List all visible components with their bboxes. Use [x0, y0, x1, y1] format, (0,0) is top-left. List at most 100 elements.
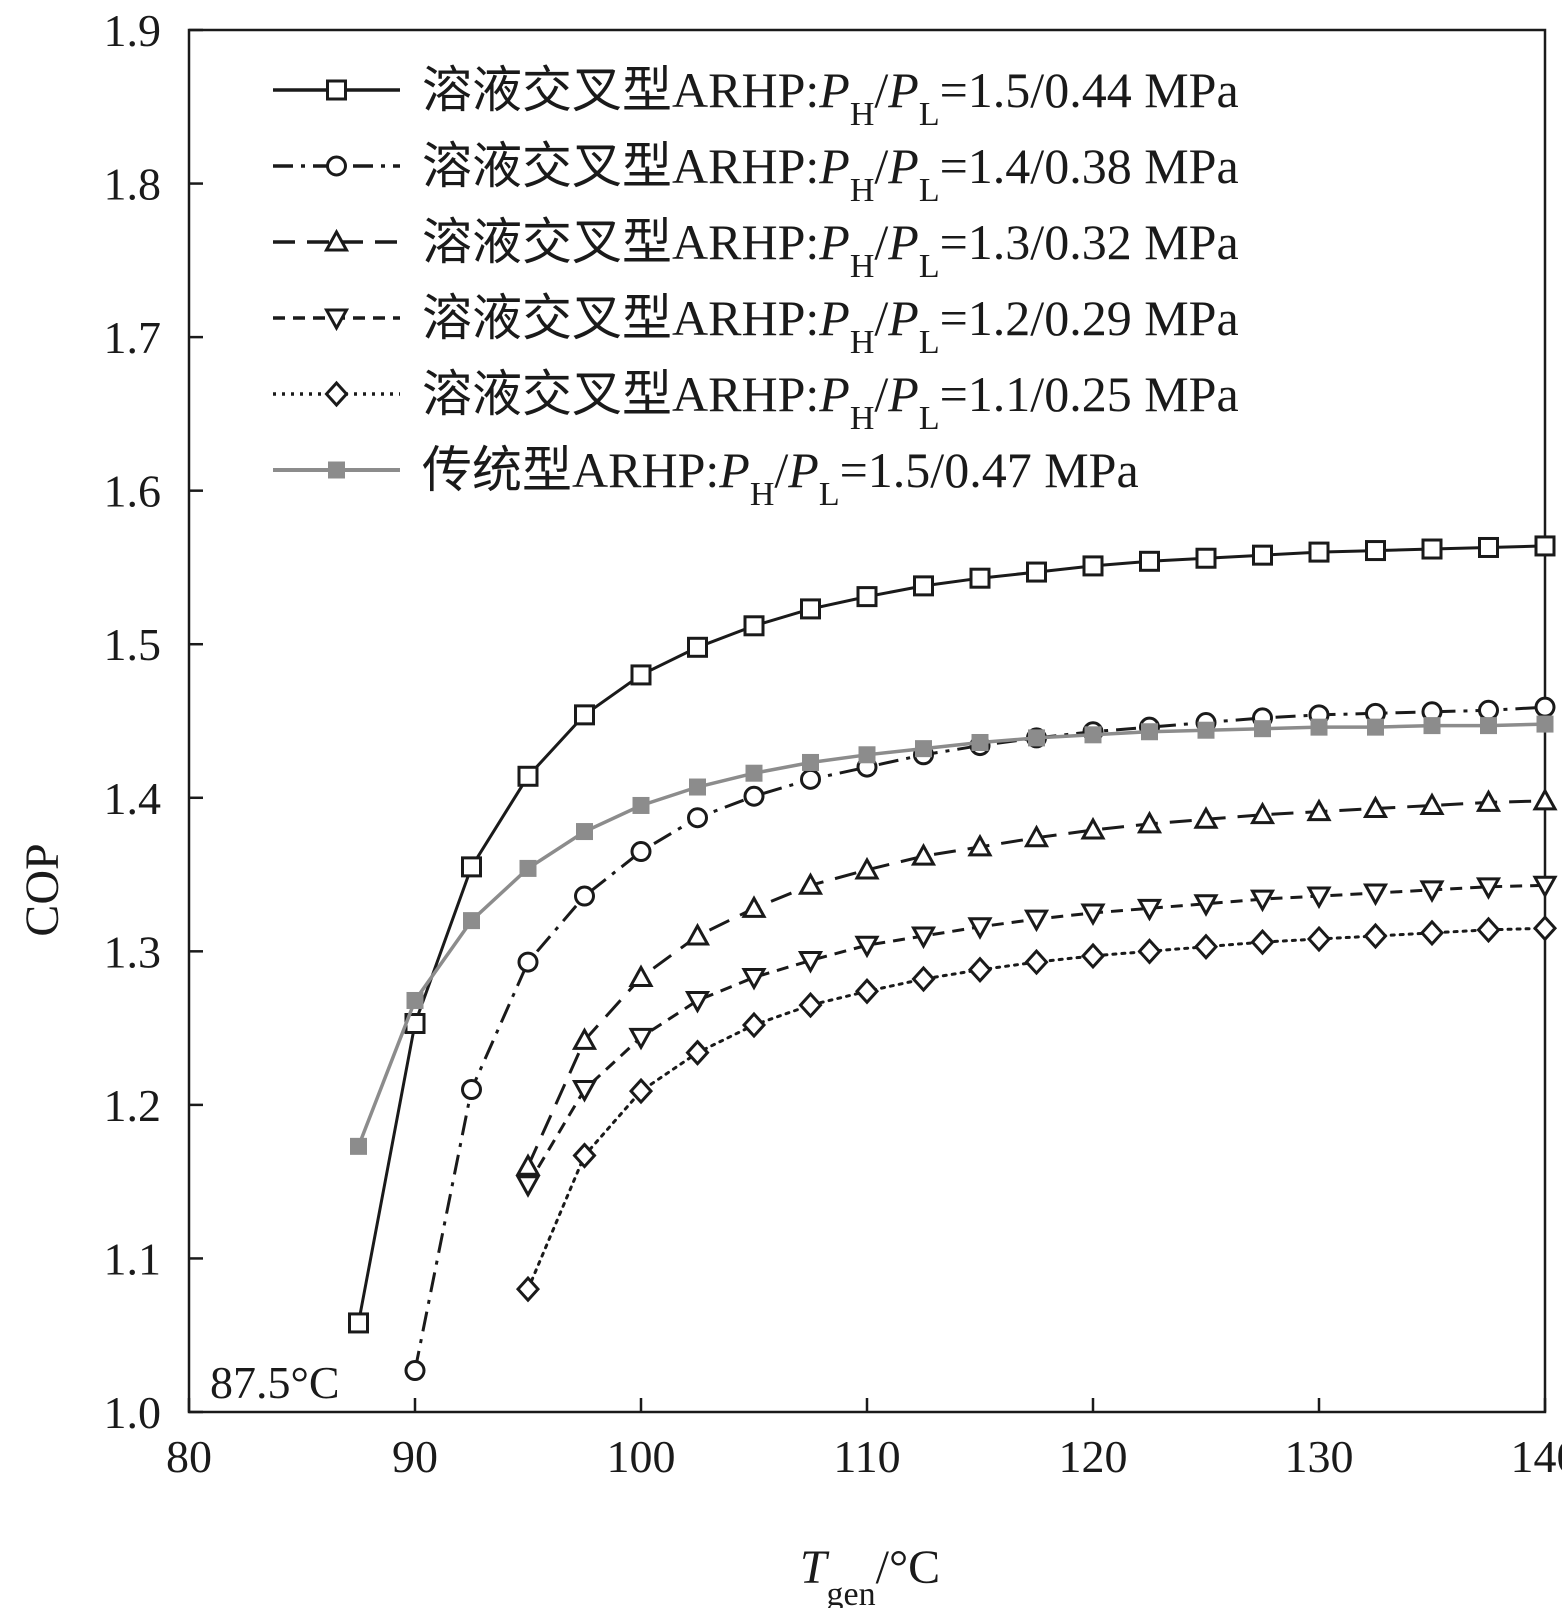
legend-label-part: P	[818, 290, 850, 346]
legend-label-part: 溶液交叉型ARHP:	[422, 138, 819, 194]
series-line	[526, 799, 1546, 1167]
data-point	[323, 228, 350, 252]
series-line	[526, 926, 1547, 1291]
y-tick-label: 1.8	[104, 159, 162, 210]
data-point	[1478, 536, 1499, 558]
data-point	[1254, 720, 1271, 738]
legend-label-part: P	[818, 138, 850, 194]
data-point	[1363, 922, 1388, 950]
data-point	[1419, 919, 1445, 947]
legend-label-part: P	[818, 62, 850, 118]
data-point	[745, 764, 763, 782]
data-point	[628, 1077, 654, 1105]
legend-label-part: P	[818, 366, 850, 422]
data-point	[1536, 715, 1554, 733]
x-tick-label: 80	[166, 1431, 212, 1482]
data-point	[1026, 561, 1047, 583]
x-axis-label: Tgen/°C	[800, 1541, 940, 1608]
data-point	[910, 926, 937, 950]
data-point	[571, 1027, 598, 1050]
data-point	[1532, 787, 1558, 811]
data-point	[684, 922, 711, 946]
y-tick-label: 1.3	[104, 926, 162, 977]
legend-label-part: 溶液交叉型ARHP:	[422, 214, 819, 270]
data-point	[1475, 877, 1502, 900]
legend-entry-1: 溶液交叉型ARHP:PH/PL=1.5/0.44 MPa	[273, 62, 1239, 133]
data-point	[519, 859, 537, 877]
data-point	[1532, 875, 1558, 899]
data-point	[797, 872, 824, 895]
legend-label-part: P	[818, 214, 850, 270]
data-point	[910, 843, 937, 866]
legend-label-part: =1.1/0.25 MPa	[940, 366, 1239, 422]
data-point	[967, 956, 993, 983]
data-point	[404, 1360, 426, 1382]
y-tick-label: 1.7	[104, 312, 162, 363]
data-point	[1475, 789, 1502, 812]
data-point	[517, 765, 539, 787]
data-point	[1306, 925, 1332, 953]
legend-label-part: L	[919, 172, 940, 209]
data-point	[1478, 699, 1499, 721]
data-point	[1310, 718, 1328, 736]
legend-label-part: H	[850, 400, 875, 437]
x-tick-label: 100	[607, 1431, 676, 1482]
data-point	[1306, 886, 1332, 910]
data-point	[1136, 810, 1163, 834]
legend-label-part: /	[874, 62, 888, 118]
y-tick-label: 1.5	[104, 619, 162, 670]
data-point	[1308, 541, 1330, 563]
data-point	[858, 746, 876, 764]
data-point	[915, 740, 932, 758]
legend-label-part: L	[919, 96, 940, 133]
data-point	[1480, 717, 1497, 735]
data-point	[517, 951, 539, 973]
data-point	[632, 796, 650, 814]
legend-label-part: H	[850, 96, 875, 133]
legend-entry-6: 传统型ARHP:PH/PL=1.5/0.47 MPa	[273, 442, 1139, 513]
legend-label-part: =1.2/0.29 MPa	[940, 290, 1239, 346]
data-point	[1534, 696, 1556, 718]
y-tick-label: 1.4	[104, 773, 162, 824]
data-point	[685, 1039, 710, 1066]
legend-label-part: H	[750, 476, 775, 513]
data-point	[515, 1175, 541, 1198]
legend-label-part: L	[819, 476, 840, 513]
data-point	[911, 965, 936, 993]
x-tick-label: 90	[392, 1431, 438, 1482]
x-tick-label: 120	[1059, 1431, 1128, 1482]
data-point	[797, 951, 824, 974]
legend-label: 溶液交叉型ARHP:PH/PL=1.1/0.25 MPa	[422, 366, 1239, 437]
axes: 80 90 100 110 120 130 140 1.0 1.1 1.2 1.3 1.4 1.5 1.6…	[104, 5, 1562, 1482]
data-point	[574, 704, 595, 726]
legend-label-part: P	[887, 214, 919, 270]
data-point	[1137, 938, 1162, 965]
data-point	[1084, 726, 1102, 744]
y-axis-label: COP	[16, 843, 69, 936]
data-point	[1362, 795, 1389, 819]
data-point	[800, 768, 821, 790]
data-point	[743, 785, 765, 807]
data-point	[798, 991, 823, 1019]
legend-entry-2: 溶液交叉型ARHP:PH/PL=1.4/0.38 MPa	[273, 138, 1239, 209]
data-point	[328, 461, 345, 479]
legend: 溶液交叉型ARHP:PH/PL=1.5/0.44 MPa溶液交叉型ARHP:PH…	[273, 62, 1239, 513]
data-point	[1419, 792, 1445, 815]
data-point	[1249, 801, 1276, 825]
data-point	[802, 753, 819, 771]
series-4	[515, 875, 1558, 1198]
series-5	[515, 915, 1558, 1303]
data-point	[1367, 718, 1384, 736]
legend-label-part: P	[787, 442, 819, 498]
data-point	[1193, 894, 1219, 917]
data-point	[1252, 544, 1273, 566]
data-point	[1080, 942, 1106, 970]
data-point	[576, 823, 593, 841]
data-point	[743, 615, 765, 637]
y-tick-label: 1.9	[104, 5, 162, 56]
data-point	[1250, 928, 1275, 956]
data-point	[630, 841, 652, 863]
legend-label-part: =1.4/0.38 MPa	[940, 138, 1239, 194]
data-point	[971, 733, 989, 751]
legend-label-part: =1.5/0.44 MPa	[940, 62, 1239, 118]
